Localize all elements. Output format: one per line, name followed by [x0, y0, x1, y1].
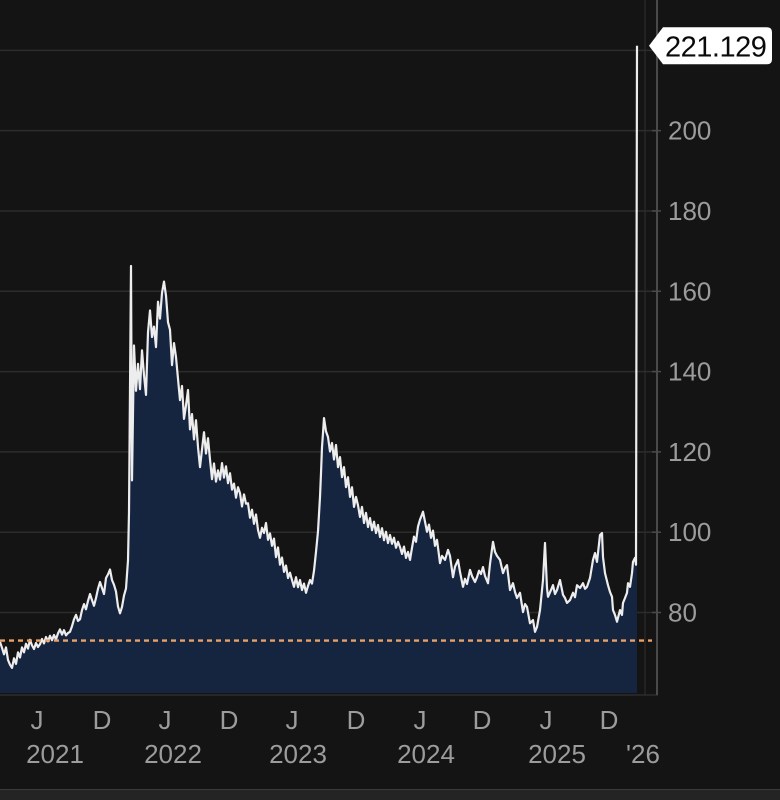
x-axis-month-label-6: J — [414, 705, 427, 735]
last-price-flag: 221.129 — [649, 27, 772, 65]
x-axis-month-label-7: D — [473, 705, 492, 735]
x-axis-year-label-4: 2025 — [528, 739, 586, 769]
x-axis-month-label-5: D — [347, 705, 366, 735]
y-axis-label-200: 200 — [668, 116, 711, 146]
y-axis-label-120: 120 — [668, 437, 711, 467]
area-fill — [0, 45, 637, 694]
y-axis-label-80: 80 — [668, 598, 697, 628]
x-axis-month-label-9: D — [600, 705, 619, 735]
last-price-label: 221.129 — [665, 31, 766, 63]
y-axis-label-140: 140 — [668, 357, 711, 387]
x-axis-year-label-5: '26 — [626, 739, 660, 769]
price-line — [0, 45, 639, 669]
bottom-status-bar — [0, 789, 780, 800]
x-axis-month-label-3: D — [220, 705, 239, 735]
x-axis-year-label-1: 2022 — [144, 739, 202, 769]
y-axis-labels: 200 180 160 140 120 100 80 — [668, 116, 711, 628]
x-axis-month-label-0: J — [31, 705, 44, 735]
x-axis-year-label-2: 2023 — [269, 739, 327, 769]
y-axis-label-180: 180 — [668, 196, 711, 226]
y-axis-label-100: 100 — [668, 517, 711, 547]
y-axis-label-160: 160 — [668, 276, 711, 306]
x-axis-month-label-4: J — [286, 705, 299, 735]
price-flag-shape — [649, 27, 772, 65]
x-axis-month-label-8: J — [540, 705, 553, 735]
x-axis-year-label-0: 2021 — [26, 739, 84, 769]
x-axis-labels: J D J D J D J D J D 2021 2022 2023 2024 2025 '26 — [26, 705, 660, 769]
x-axis-month-label-2: J — [159, 705, 172, 735]
x-axis-year-label-3: 2024 — [397, 739, 455, 769]
right-axis — [652, 0, 661, 695]
x-axis-month-label-1: D — [93, 705, 112, 735]
